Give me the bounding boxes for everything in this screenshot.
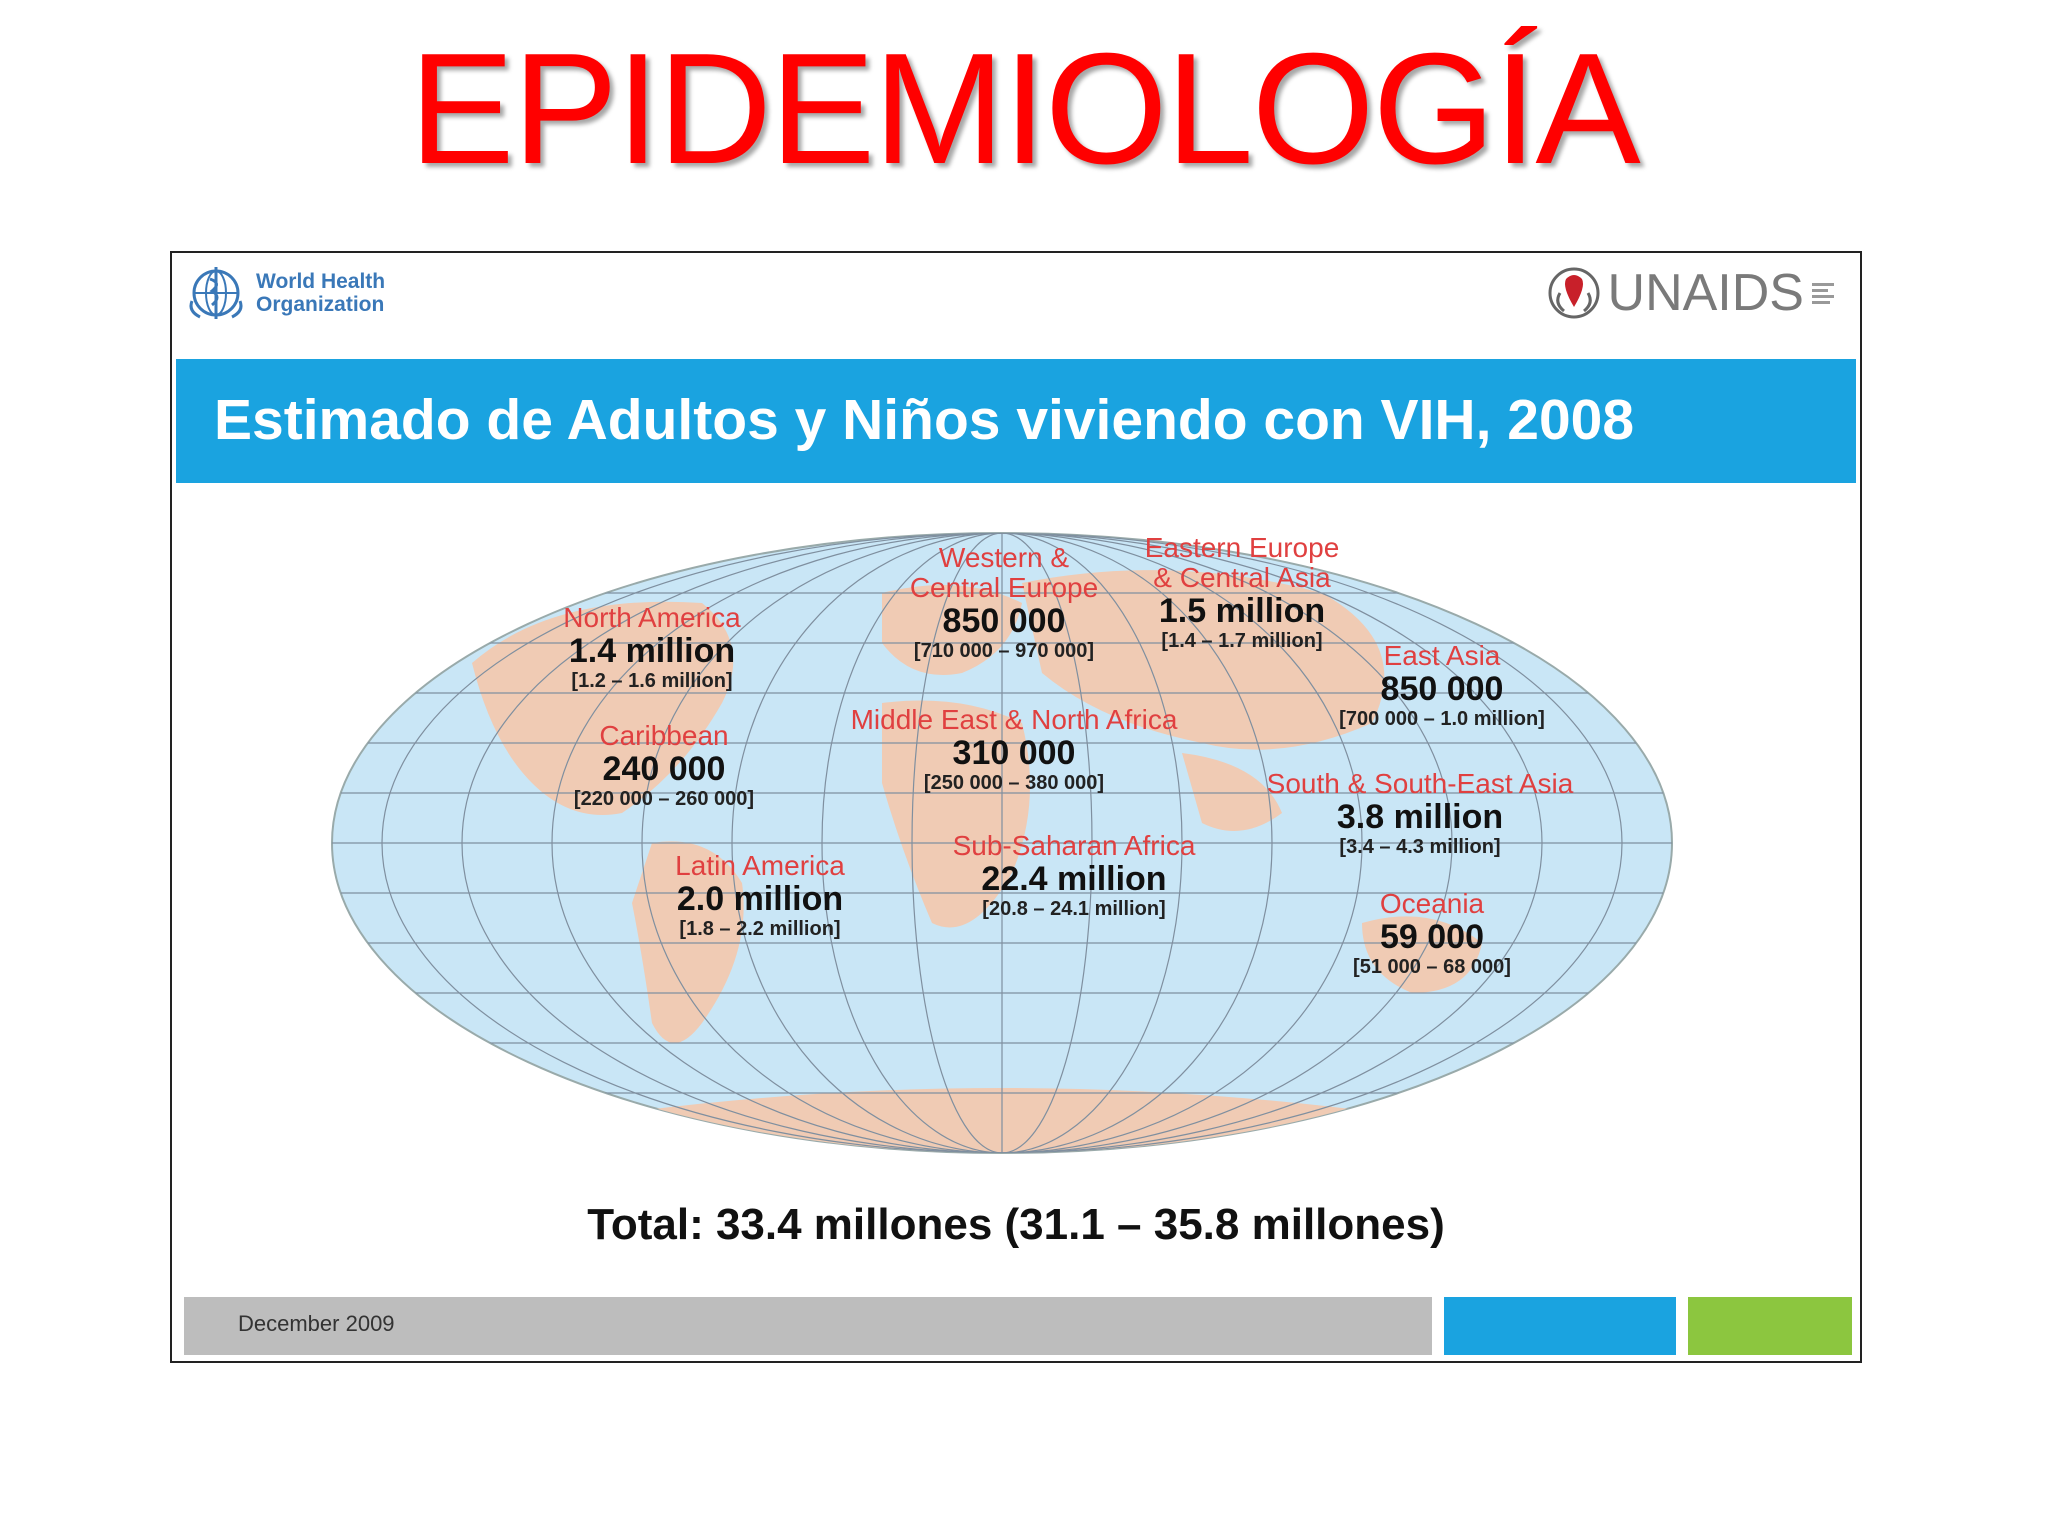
who-logo-line2: Organization bbox=[256, 293, 385, 316]
region-name: Caribbean bbox=[599, 720, 729, 751]
region-value: 1.4 million bbox=[568, 632, 736, 670]
region-value: 850 000 bbox=[1380, 670, 1504, 708]
region-value: 850 000 bbox=[942, 602, 1066, 640]
region-western-central-europe: Western & Central Europe 850 000 [710 00… bbox=[910, 543, 1098, 663]
slide-frame: World Health Organization UNAIDS Estimad… bbox=[170, 251, 1862, 1363]
region-name: North America bbox=[563, 602, 741, 633]
region-south-southeast-asia: South & South-East Asia 3.8 million [3.4… bbox=[1267, 769, 1574, 859]
region-name: Middle East & North Africa bbox=[850, 704, 1178, 735]
banner-title: Estimado de Adultos y Niños viviendo con… bbox=[214, 388, 1635, 452]
who-logo-line1: World Health bbox=[256, 270, 386, 293]
total-estimate: Total: 33.4 millones (31.1 – 35.8 millon… bbox=[587, 1200, 1445, 1249]
region-range: [1.4 – 1.7 million] bbox=[1161, 630, 1323, 652]
footer-green-block bbox=[1688, 1297, 1852, 1355]
region-name: East Asia bbox=[1383, 640, 1501, 671]
region-caribbean: Caribbean 240 000 [220 000 – 260 000] bbox=[574, 721, 754, 811]
unaids-logo: UNAIDS bbox=[1546, 263, 1834, 323]
region-value: 22.4 million bbox=[981, 860, 1167, 898]
region-east-asia: East Asia 850 000 [700 000 – 1.0 million… bbox=[1339, 641, 1545, 731]
region-range: [1.8 – 2.2 million] bbox=[679, 918, 841, 940]
world-map-graphic bbox=[331, 532, 1673, 1154]
region-range: [250 000 – 380 000] bbox=[923, 772, 1105, 794]
region-name-line2: & Central Asia bbox=[1153, 562, 1331, 593]
page-title: EPIDEMIOLOGÍA bbox=[409, 21, 1641, 197]
region-range: [700 000 – 1.0 million] bbox=[1339, 708, 1545, 730]
region-name: South & South-East Asia bbox=[1266, 768, 1574, 799]
region-range: [220 000 – 260 000] bbox=[573, 788, 755, 810]
region-oceania: Oceania 59 000 [51 000 – 68 000] bbox=[1353, 889, 1511, 979]
region-value: 310 000 bbox=[952, 734, 1076, 772]
footer-bar: December 2009 bbox=[184, 1297, 1432, 1355]
who-emblem-icon bbox=[189, 267, 243, 319]
region-range: [20.8 – 24.1 million] bbox=[982, 898, 1166, 920]
region-range: [1.2 – 1.6 million] bbox=[571, 670, 733, 692]
who-logo: World Health Organization bbox=[184, 261, 385, 325]
region-name-line1: Western & bbox=[938, 542, 1070, 573]
region-middle-east-north-africa: Middle East & North Africa 310 000 [250 … bbox=[851, 705, 1178, 795]
region-name-line1: Eastern Europe bbox=[1144, 532, 1340, 563]
footer-date: December 2009 bbox=[238, 1311, 395, 1336]
title-banner: Estimado de Adultos y Niños viviendo con… bbox=[176, 359, 1856, 483]
region-latin-america: Latin America 2.0 million [1.8 – 2.2 mil… bbox=[675, 851, 845, 941]
region-name: Latin America bbox=[675, 850, 845, 881]
footer-blue-block bbox=[1444, 1297, 1676, 1355]
region-value: 59 000 bbox=[1380, 918, 1484, 956]
region-eastern-europe-central-asia: Eastern Europe & Central Asia 1.5 millio… bbox=[1145, 533, 1340, 653]
region-north-america: North America 1.4 million [1.2 – 1.6 mil… bbox=[563, 603, 740, 693]
unaids-logo-lines bbox=[1812, 282, 1834, 304]
region-value: 240 000 bbox=[602, 750, 726, 788]
region-value: 3.8 million bbox=[1336, 798, 1504, 836]
region-name: Sub-Saharan Africa bbox=[952, 830, 1196, 861]
region-name: Oceania bbox=[1379, 888, 1485, 919]
region-value: 1.5 million bbox=[1158, 592, 1326, 630]
region-range: [710 000 – 970 000] bbox=[913, 640, 1095, 662]
region-sub-saharan-africa: Sub-Saharan Africa 22.4 million [20.8 – … bbox=[953, 831, 1196, 921]
world-map: North America 1.4 million [1.2 – 1.6 mil… bbox=[322, 523, 1682, 1163]
unaids-emblem-icon bbox=[1548, 267, 1600, 319]
region-value: 2.0 million bbox=[676, 880, 844, 918]
region-range: [51 000 – 68 000] bbox=[1353, 956, 1511, 978]
region-name-line2: Central Europe bbox=[909, 572, 1099, 603]
region-range: [3.4 – 4.3 million] bbox=[1339, 836, 1501, 858]
unaids-logo-text: UNAIDS bbox=[1607, 264, 1804, 322]
